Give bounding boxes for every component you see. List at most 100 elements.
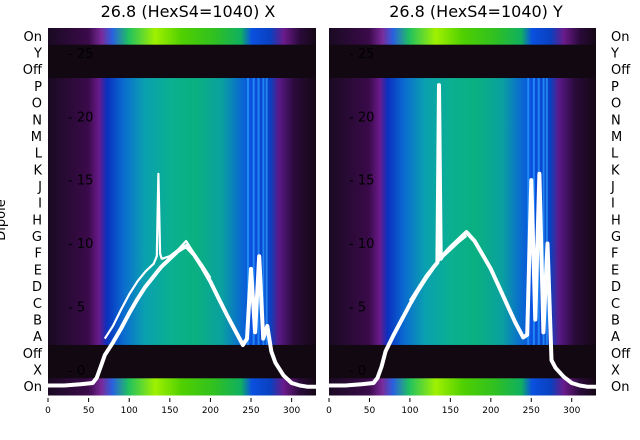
y-category-label: A [33, 330, 42, 345]
profile-lines-y [329, 83, 596, 389]
heatmap-x [48, 28, 316, 396]
x-tick-label: 300 [563, 406, 580, 416]
y-category-label: Off [23, 347, 43, 362]
profile-line [103, 172, 212, 340]
y-category-label: On [24, 30, 42, 45]
x-tick-label: 100 [401, 406, 418, 416]
x-tick-label: 50 [364, 406, 376, 416]
overlay-tick-label: - 25 [349, 47, 374, 62]
y-category-label: C [611, 297, 620, 312]
heatmap-y [329, 28, 596, 396]
y-category-label: Off [611, 63, 631, 78]
overlay-tick-label: - 0 [68, 364, 85, 379]
y-category-label: A [611, 330, 620, 345]
heatmap-row [48, 294, 316, 313]
y-category-label: L [611, 147, 619, 162]
y-category-label: K [611, 163, 620, 178]
y-category-label: E [611, 263, 619, 278]
heatmap-row [48, 328, 316, 346]
chart-title-x: 26.8 (HexS4=1040) X [101, 2, 276, 21]
y-category-label: D [611, 280, 621, 295]
x-ticks-y: 0 50 100 150 200 250 300 [326, 398, 581, 416]
heatmap-row [329, 344, 596, 363]
y-category-label: H [611, 213, 621, 228]
y-category-label: On [611, 30, 629, 45]
y-category-label: I [611, 197, 615, 212]
y-category-label: X [33, 363, 42, 378]
y-category-label: O [611, 97, 621, 112]
x-tick-label: 200 [202, 406, 219, 416]
heatmap-row [48, 361, 316, 379]
heatmap-streak [545, 78, 548, 345]
heatmap-row [329, 128, 596, 146]
y-category-label: K [33, 163, 42, 178]
x-tick-label: 0 [326, 406, 332, 416]
y-category-label: F [35, 247, 42, 262]
heatmap-row [329, 78, 596, 96]
overlay-tick-label: - 10 [349, 237, 374, 252]
heatmap-row [48, 128, 316, 146]
heatmap-streak [265, 78, 268, 345]
y-category-label: I [38, 197, 42, 212]
x-tick-label: 200 [482, 406, 499, 416]
heatmap-streak [527, 78, 530, 345]
y-category-label: Y [610, 47, 619, 62]
y-category-label: Off [611, 347, 631, 362]
heatmap-streak [542, 78, 545, 345]
chart-title-y: 26.8 (HexS4=1040) Y [389, 2, 563, 21]
y-category-label: N [32, 113, 42, 128]
y-category-label: P [34, 80, 42, 95]
y-category-label: H [32, 213, 42, 228]
heatmap-row [48, 178, 316, 196]
x-tick-label: 250 [523, 406, 540, 416]
heatmap-row [48, 244, 316, 263]
overlay-tick-label: - 15 [349, 174, 374, 189]
overlay-tick-label: - 15 [68, 174, 93, 189]
y-category-label: B [611, 313, 620, 328]
y-category-label: P [611, 80, 619, 95]
overlay-tick-label: - 10 [68, 237, 93, 252]
overlay-tick-label: - 20 [68, 110, 93, 125]
heatmap-row [329, 61, 596, 79]
y-category-label: O [32, 97, 42, 112]
heatmap-row [48, 278, 316, 296]
y-category-label: G [32, 230, 42, 245]
heatmap-row [329, 111, 596, 129]
heatmap-streak [246, 78, 249, 345]
y-category-label: E [34, 263, 42, 278]
heatmap-row [48, 378, 316, 396]
heatmap-row [329, 94, 596, 112]
overlay-tick-label: - 5 [349, 300, 366, 315]
heatmap-row [48, 61, 316, 79]
heatmap-row [329, 144, 596, 162]
overlay-ticks-x: - 25 - 20 - 15 - 10 - 5 - 0 [68, 47, 93, 379]
y-category-label: M [31, 130, 42, 145]
heatmap-row [329, 294, 596, 313]
heatmap-row [48, 194, 316, 212]
heatmap-row [48, 261, 316, 279]
heatmap-row [329, 278, 596, 296]
panel-y: 26.8 (HexS4=1040) Y OnYOffPONMLKJIHGFEDC… [326, 2, 631, 416]
heatmap-streak [262, 78, 265, 345]
overlay-tick-label: - 5 [68, 300, 85, 315]
y-category-label: X [611, 363, 620, 378]
heatmap-streak [252, 78, 255, 345]
overlay-tick-label: - 20 [349, 110, 374, 125]
x-ticks-x: 0 50 100 150 200 250 300 [45, 398, 300, 416]
profile-lines-x [48, 172, 316, 389]
y-category-label: Off [23, 63, 43, 78]
heatmap-row [329, 328, 596, 346]
heatmap-row [48, 311, 316, 329]
y-category-label: Y [33, 47, 42, 62]
profile-line [329, 83, 596, 389]
heatmap-row [329, 311, 596, 329]
y-category-label: J [37, 180, 42, 195]
x-tick-label: 250 [242, 406, 259, 416]
y-category-label: D [32, 280, 42, 295]
y-category-label: B [33, 313, 42, 328]
heatmap-row [48, 228, 316, 246]
heatmap-row [329, 261, 596, 279]
